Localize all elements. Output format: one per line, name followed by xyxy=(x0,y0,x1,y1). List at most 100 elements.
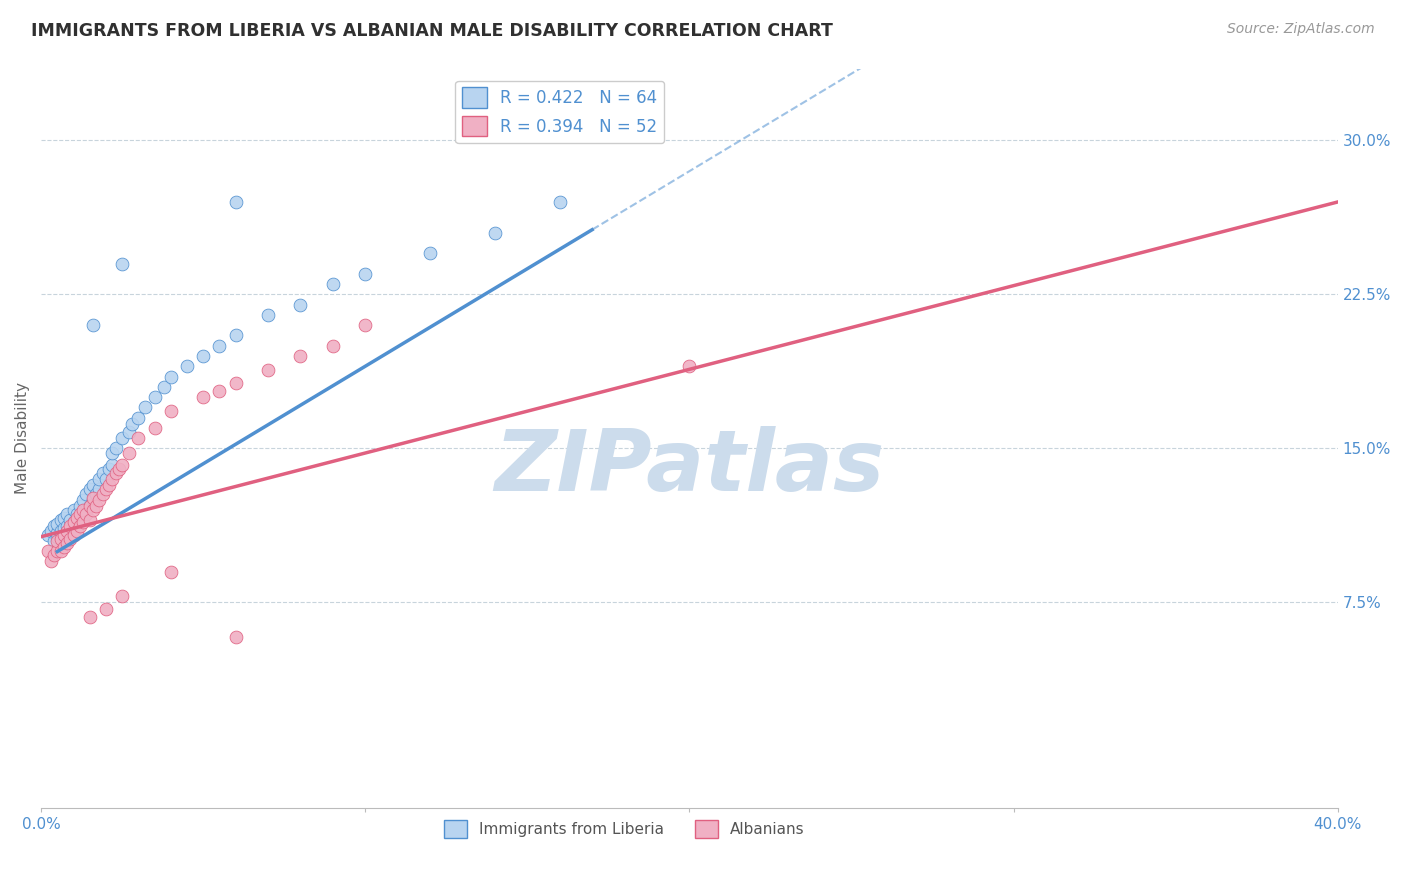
Point xyxy=(82,492,104,507)
Point xyxy=(76,503,98,517)
Point xyxy=(39,524,62,538)
Point xyxy=(56,527,79,541)
Point xyxy=(111,589,134,603)
Point xyxy=(62,516,84,530)
Point xyxy=(59,532,82,546)
Point xyxy=(111,257,134,271)
Point xyxy=(193,349,215,363)
Point xyxy=(79,513,101,527)
Point xyxy=(91,466,114,480)
Point xyxy=(101,445,124,459)
Legend: Immigrants from Liberia, Albanians: Immigrants from Liberia, Albanians xyxy=(439,814,811,845)
Point xyxy=(111,431,134,445)
Text: Source: ZipAtlas.com: Source: ZipAtlas.com xyxy=(1227,22,1375,37)
Point xyxy=(84,499,107,513)
Point xyxy=(143,421,166,435)
Point xyxy=(419,246,441,260)
Point xyxy=(225,630,247,644)
Point xyxy=(176,359,198,374)
Point xyxy=(134,401,156,415)
Point xyxy=(159,565,181,579)
Point xyxy=(37,544,59,558)
Point xyxy=(94,483,117,497)
Point xyxy=(62,527,84,541)
Y-axis label: Male Disability: Male Disability xyxy=(15,382,30,494)
Point xyxy=(56,536,79,550)
Point xyxy=(66,519,89,533)
Point xyxy=(46,525,69,540)
Point xyxy=(62,527,84,541)
Point xyxy=(37,527,59,541)
Point xyxy=(42,519,65,533)
Point xyxy=(69,519,91,533)
Point xyxy=(89,492,111,507)
Point xyxy=(82,478,104,492)
Point xyxy=(127,410,149,425)
Point xyxy=(79,609,101,624)
Point xyxy=(69,499,91,513)
Point xyxy=(548,194,571,209)
Point xyxy=(225,194,247,209)
Point xyxy=(121,417,143,431)
Point xyxy=(56,519,79,533)
Point xyxy=(208,339,231,353)
Point xyxy=(153,380,176,394)
Point xyxy=(42,533,65,548)
Point xyxy=(84,486,107,500)
Point xyxy=(94,601,117,615)
Point xyxy=(69,513,91,527)
Point xyxy=(159,369,181,384)
Point xyxy=(46,533,69,548)
Point xyxy=(82,318,104,333)
Point xyxy=(79,499,101,513)
Point xyxy=(79,483,101,497)
Point xyxy=(49,532,72,546)
Point xyxy=(46,544,69,558)
Point xyxy=(117,425,139,439)
Point xyxy=(76,507,98,521)
Point xyxy=(59,524,82,538)
Point xyxy=(56,507,79,521)
Point xyxy=(49,513,72,527)
Point xyxy=(89,472,111,486)
Point xyxy=(101,458,124,472)
Point xyxy=(225,376,247,390)
Point xyxy=(290,298,312,312)
Point xyxy=(117,445,139,459)
Point xyxy=(208,384,231,398)
Point xyxy=(91,486,114,500)
Point xyxy=(354,318,377,333)
Point xyxy=(42,548,65,562)
Point xyxy=(257,363,280,377)
Point xyxy=(104,466,127,480)
Point xyxy=(79,499,101,513)
Point xyxy=(72,503,94,517)
Point xyxy=(257,308,280,322)
Point xyxy=(59,519,82,533)
Point xyxy=(290,349,312,363)
Point xyxy=(49,544,72,558)
Point xyxy=(69,507,91,521)
Point xyxy=(52,511,75,525)
Point xyxy=(72,492,94,507)
Point xyxy=(89,483,111,497)
Point xyxy=(52,540,75,554)
Point xyxy=(59,513,82,527)
Point xyxy=(111,458,134,472)
Text: IMMIGRANTS FROM LIBERIA VS ALBANIAN MALE DISABILITY CORRELATION CHART: IMMIGRANTS FROM LIBERIA VS ALBANIAN MALE… xyxy=(31,22,832,40)
Point xyxy=(193,390,215,404)
Point xyxy=(46,530,69,544)
Point xyxy=(76,486,98,500)
Point xyxy=(46,517,69,532)
Point xyxy=(52,527,75,541)
Point xyxy=(49,524,72,538)
Point xyxy=(225,328,247,343)
Point xyxy=(52,521,75,535)
Text: ZIPatlas: ZIPatlas xyxy=(495,426,884,509)
Point xyxy=(108,462,131,476)
Point xyxy=(72,507,94,521)
Point xyxy=(127,431,149,445)
Point xyxy=(322,277,344,292)
Point xyxy=(101,472,124,486)
Point xyxy=(82,491,104,505)
